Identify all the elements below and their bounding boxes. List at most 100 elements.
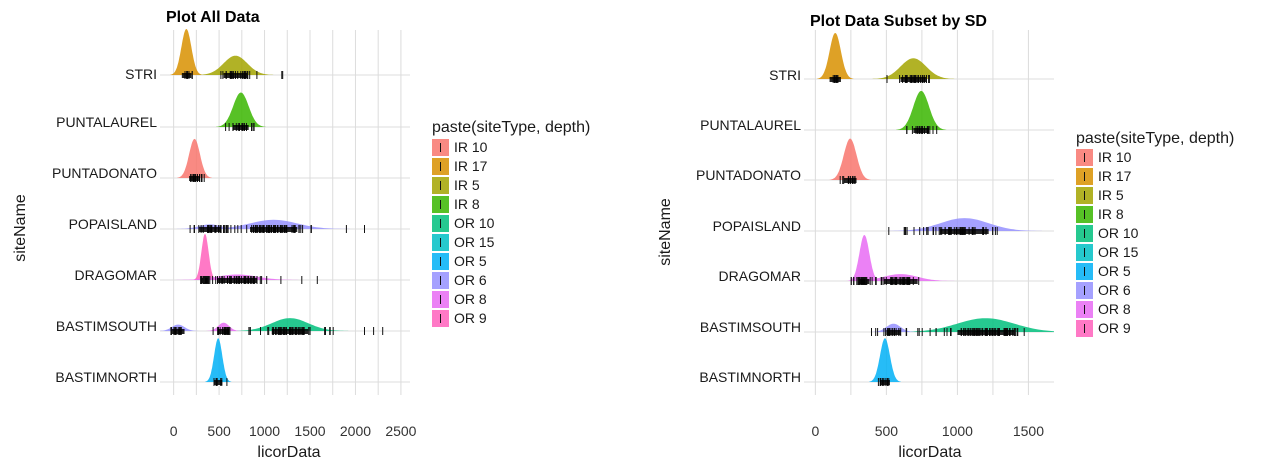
legend: paste(siteType, depth) IR 10 IR 17 IR 5 IR … <box>1076 130 1234 337</box>
x-tick-label: 1500 <box>294 423 325 439</box>
x-tick-label: 500 <box>207 423 231 439</box>
density-puntadonato-3 <box>829 138 871 180</box>
rug-puntadonato-3 <box>189 174 205 182</box>
legend-key <box>432 310 449 327</box>
legend-key <box>432 196 449 213</box>
rug-popaisland-4 <box>888 227 998 235</box>
y-tick-label: STRI <box>125 66 157 82</box>
density-puntalaurel-2 <box>216 92 266 127</box>
legend-key <box>1076 301 1093 318</box>
legend-label: OR 10 <box>1098 225 1139 241</box>
legend-title: paste(siteType, depth) <box>432 119 590 136</box>
legend-key <box>1076 168 1093 185</box>
legend-label: OR 9 <box>454 310 487 326</box>
legend-label: OR 5 <box>1098 263 1131 279</box>
density-stri-0 <box>170 29 203 75</box>
x-tick-label: 1000 <box>942 423 973 439</box>
panel-subset-by-sd: Plot Data Subset by SD STRI PUNTALAUREL … <box>657 13 1054 461</box>
chart-title: Plot Data Subset by SD <box>810 13 987 30</box>
x-tick-label: 1500 <box>1013 423 1044 439</box>
y-tick-label: PUNTALAUREL <box>700 117 801 133</box>
y-tick-labels: STRI PUNTALAUREL PUNTADONATO POPAISLAND … <box>52 66 157 385</box>
density-layer <box>160 29 350 382</box>
legend-key <box>432 234 449 251</box>
y-tick-label: PUNTALAUREL <box>56 114 157 130</box>
x-tick-label: 2000 <box>340 423 371 439</box>
legend: paste(siteType, depth) IR 10 IR 17 IR 5 IR … <box>432 119 590 327</box>
legend-label: IR 10 <box>1098 149 1132 165</box>
legend-label: OR 6 <box>1098 282 1131 298</box>
rug-layer <box>829 75 1025 386</box>
x-tick-labels: 0 500 1000 1500 2000 2500 <box>170 423 417 439</box>
legend-label: OR 5 <box>454 253 487 269</box>
x-tick-label: 2500 <box>385 423 416 439</box>
legend-label: IR 17 <box>454 158 488 174</box>
y-axis-title: siteName <box>12 194 29 262</box>
rug-dragomar-7 <box>203 276 258 284</box>
y-tick-label: BASTIMNORTH <box>699 369 801 385</box>
y-tick-label: STRI <box>769 67 801 83</box>
y-axis-title: siteName <box>657 198 674 266</box>
density-popaisland-4 <box>887 218 1042 231</box>
y-tick-label: BASTIMSOUTH <box>56 318 157 334</box>
rug-layer <box>170 71 384 386</box>
density-bastimsouth-8 <box>870 323 917 332</box>
legend-label: OR 8 <box>1098 301 1131 317</box>
x-tick-label: 0 <box>170 423 178 439</box>
chart-title: Plot All Data <box>166 9 260 26</box>
rug-bastimnorth-11 <box>213 378 228 386</box>
rug-stri-0 <box>829 75 841 83</box>
legend-label: IR 8 <box>454 196 480 212</box>
y-tick-labels: STRI PUNTALAUREL PUNTADONATO POPAISLAND … <box>696 67 801 385</box>
y-tick-label: POPAISLAND <box>69 216 157 232</box>
y-tick-label: BASTIMNORTH <box>55 369 157 385</box>
rug-dragomar-6 <box>850 277 918 285</box>
density-stri-1 <box>872 58 955 79</box>
density-puntalaurel-2 <box>896 90 947 130</box>
legend-label: OR 8 <box>454 291 487 307</box>
legend-key <box>1076 187 1093 204</box>
legend-key <box>432 215 449 232</box>
y-tick-label: PUNTADONATO <box>52 165 157 181</box>
legend-key <box>1076 149 1093 166</box>
legend-key <box>1076 206 1093 223</box>
x-tick-label: 1000 <box>249 423 280 439</box>
rug-puntalaurel-2 <box>225 123 255 131</box>
legend-key <box>432 158 449 175</box>
rug-bastimnorth-9 <box>877 378 890 386</box>
legend-key <box>1076 225 1093 242</box>
legend-label: OR 15 <box>1098 244 1139 260</box>
y-tick-label: BASTIMSOUTH <box>700 319 801 335</box>
legend-key <box>432 177 449 194</box>
density-stri-0 <box>817 33 854 79</box>
rug-stri-0 <box>181 71 193 79</box>
legend-key <box>432 139 449 156</box>
density-stri-1 <box>197 55 274 75</box>
legend-label: OR 9 <box>1098 320 1131 336</box>
legend-title: paste(siteType, depth) <box>1076 130 1234 147</box>
density-bastimnorth-11 <box>205 338 232 382</box>
y-tick-label: POPAISLAND <box>713 218 801 234</box>
legend-key <box>432 272 449 289</box>
rug-stri-1 <box>886 75 930 83</box>
rug-bastimsouth-8 <box>886 328 907 336</box>
density-puntadonato-3 <box>177 138 212 178</box>
x-tick-label: 500 <box>875 423 899 439</box>
legend-label: IR 17 <box>1098 168 1132 184</box>
legend-label: IR 5 <box>454 177 480 193</box>
density-dragomar-6 <box>193 234 217 280</box>
y-tick-label: DRAGOMAR <box>719 268 801 284</box>
rug-bastimsouth-9 <box>171 327 185 335</box>
legend-label: IR 5 <box>1098 187 1124 203</box>
legend-label: OR 15 <box>454 234 495 250</box>
legend-label: OR 6 <box>454 272 487 288</box>
x-axis-title: licorData <box>257 444 320 461</box>
x-tick-labels: 0 500 1000 1500 <box>811 423 1044 439</box>
legend-label: IR 10 <box>454 139 488 155</box>
legend-key <box>1076 320 1093 337</box>
gridlines <box>804 30 1054 395</box>
rug-popaisland-5 <box>193 225 229 233</box>
legend-key <box>1076 263 1093 280</box>
